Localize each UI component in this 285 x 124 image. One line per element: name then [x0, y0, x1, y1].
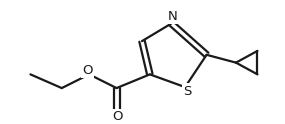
- Text: O: O: [82, 64, 92, 77]
- Text: N: N: [168, 10, 177, 23]
- Text: S: S: [183, 85, 191, 97]
- Text: O: O: [112, 110, 123, 123]
